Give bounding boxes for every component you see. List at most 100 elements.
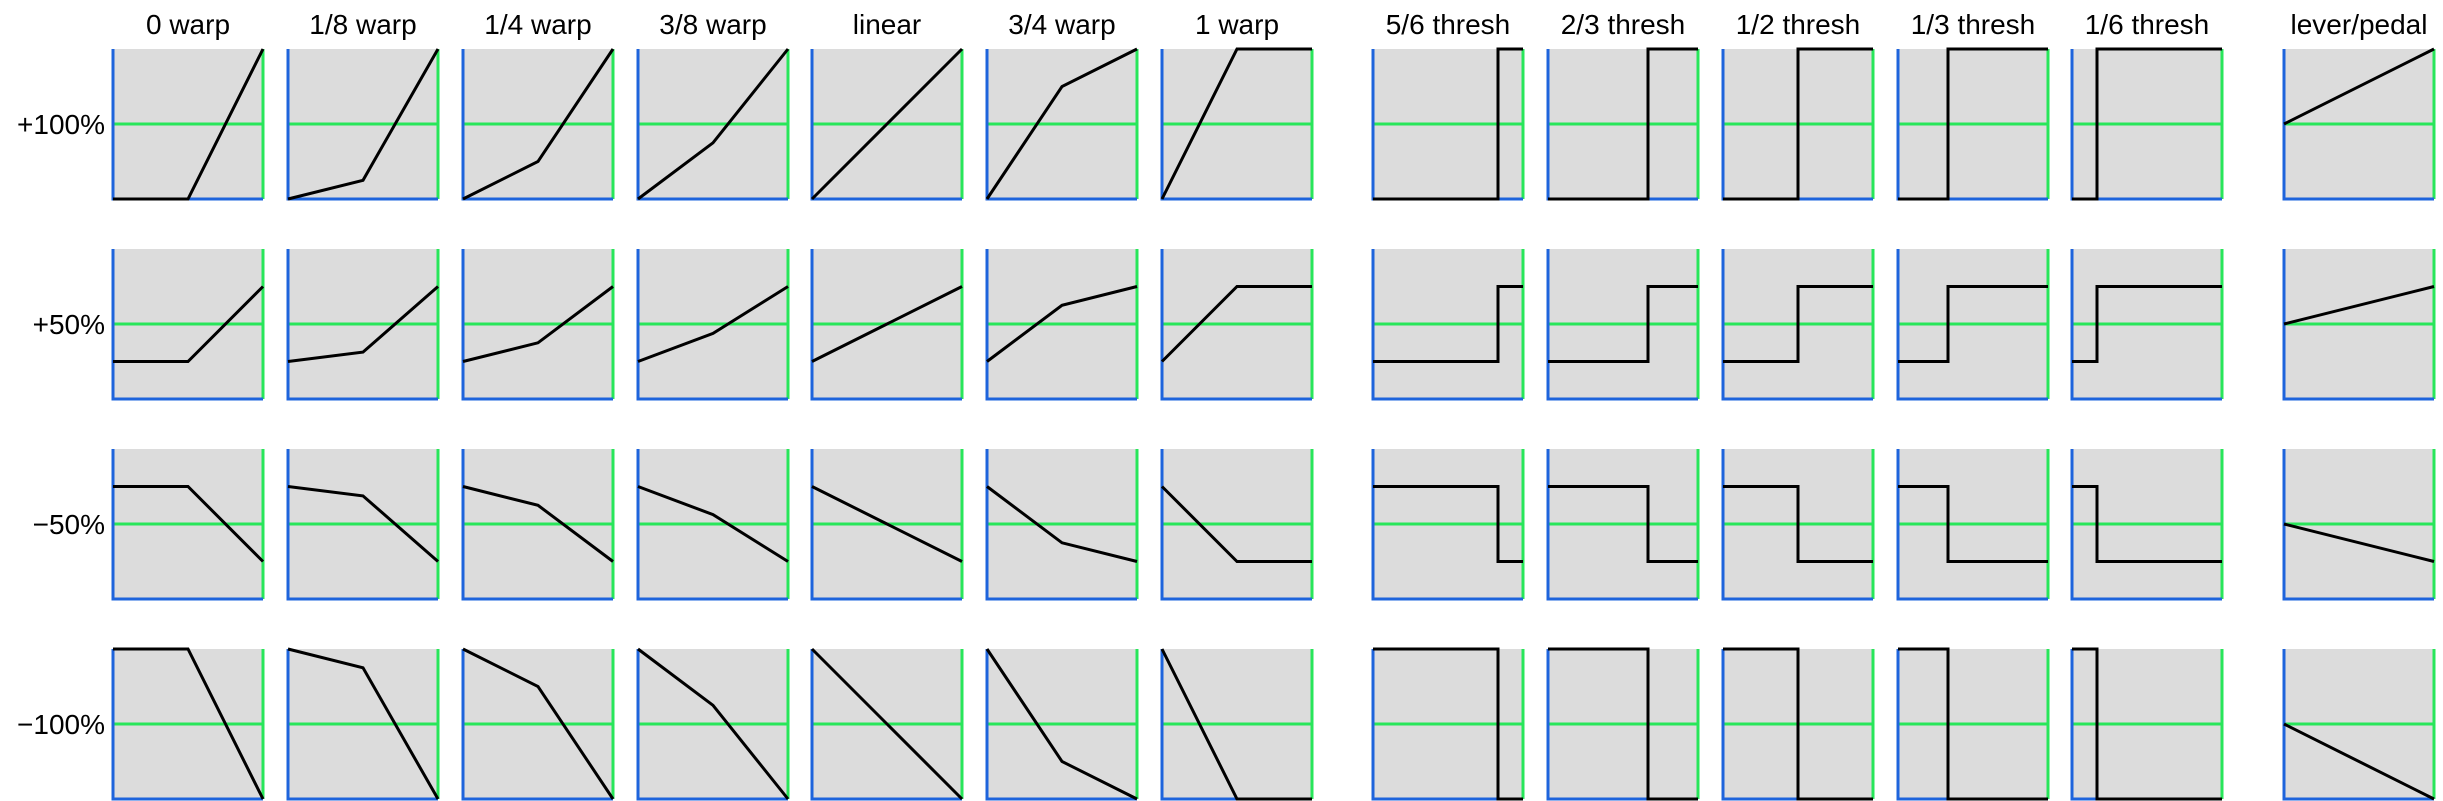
response-curve bbox=[1898, 47, 2048, 201]
response-curve bbox=[462, 647, 615, 800]
curve-panels bbox=[111, 47, 2436, 801]
curve-panel bbox=[1896, 47, 2050, 201]
response-curve bbox=[1548, 647, 1698, 801]
response-curve bbox=[2072, 647, 2222, 801]
row-labels: +100% +50% −50% −100% bbox=[17, 109, 105, 740]
left-bottom-axes bbox=[636, 449, 788, 601]
response-curve bbox=[811, 485, 963, 563]
column-label: 3/4 warp bbox=[1008, 9, 1115, 40]
response-curve bbox=[2072, 47, 2222, 201]
left-bottom-axes bbox=[1546, 249, 1698, 401]
curve-panel bbox=[2282, 249, 2436, 401]
curve-panel bbox=[2282, 449, 2436, 601]
left-bottom-axes bbox=[2070, 249, 2222, 401]
response-curve bbox=[113, 647, 265, 800]
response-curve bbox=[2072, 485, 2222, 563]
left-bottom-axes bbox=[1371, 649, 1523, 801]
curve-panel bbox=[2070, 647, 2224, 801]
left-bottom-axes bbox=[1546, 449, 1698, 601]
response-curve bbox=[1373, 647, 1523, 801]
left-bottom-axes bbox=[286, 249, 438, 401]
row-label: +100% bbox=[17, 109, 105, 140]
left-bottom-axes bbox=[2282, 49, 2434, 201]
column-label: 1/2 thresh bbox=[1736, 9, 1861, 40]
curve-panel bbox=[810, 249, 964, 401]
curve-panel bbox=[286, 449, 440, 601]
response-curve bbox=[1160, 485, 1312, 563]
response-curve bbox=[1548, 285, 1698, 363]
response-curve bbox=[1723, 285, 1873, 363]
left-bottom-axes bbox=[636, 249, 788, 401]
left-bottom-axes bbox=[461, 449, 613, 601]
curve-panel bbox=[1371, 449, 1525, 601]
curve-panel bbox=[1721, 449, 1875, 601]
left-bottom-axes bbox=[1721, 249, 1873, 401]
response-curve bbox=[462, 285, 614, 363]
curve-panel bbox=[1546, 449, 1700, 601]
left-bottom-axes bbox=[810, 649, 962, 801]
curve-panel bbox=[1546, 47, 1700, 201]
column-label: 5/6 thresh bbox=[1386, 9, 1511, 40]
response-curve bbox=[985, 648, 1138, 801]
response-curve bbox=[986, 485, 1138, 563]
column-label: 3/8 warp bbox=[659, 9, 766, 40]
curve-panel bbox=[2070, 449, 2224, 601]
curve-panel bbox=[1160, 47, 1314, 201]
left-bottom-axes bbox=[111, 449, 263, 601]
response-curve bbox=[1723, 647, 1873, 801]
left-bottom-axes bbox=[1160, 249, 1312, 401]
curve-panel bbox=[461, 48, 615, 201]
curve-panel bbox=[286, 647, 440, 801]
curve-panel bbox=[636, 48, 790, 201]
curve-panel bbox=[286, 249, 440, 401]
column-label: 1/8 warp bbox=[309, 9, 416, 40]
column-label: 1/4 warp bbox=[484, 9, 591, 40]
response-curve bbox=[1160, 47, 1312, 200]
response-curve bbox=[810, 47, 964, 201]
response-curve bbox=[1160, 648, 1312, 801]
response-curve bbox=[1548, 485, 1698, 563]
curve-panel bbox=[2282, 649, 2436, 801]
left-bottom-axes bbox=[1896, 249, 2048, 401]
left-bottom-axes bbox=[111, 249, 263, 401]
curve-panel bbox=[810, 647, 964, 801]
left-bottom-axes bbox=[2282, 649, 2434, 801]
left-bottom-axes bbox=[810, 249, 962, 401]
curve-panel bbox=[286, 48, 440, 201]
response-curve bbox=[1160, 285, 1312, 363]
row-label: −100% bbox=[17, 709, 105, 740]
curve-panel bbox=[985, 249, 1139, 401]
curve-panel bbox=[2070, 249, 2224, 401]
curve-panel bbox=[1160, 449, 1314, 601]
response-curve bbox=[287, 285, 439, 363]
column-label: 0 warp bbox=[146, 9, 230, 40]
curve-panel bbox=[111, 249, 265, 401]
response-curve bbox=[985, 47, 1138, 200]
row-label: +50% bbox=[33, 309, 105, 340]
curve-panel bbox=[1160, 249, 1314, 401]
response-curve bbox=[287, 647, 440, 800]
response-curve bbox=[1373, 47, 1523, 201]
curve-panel bbox=[461, 249, 615, 401]
curve-panel bbox=[1721, 47, 1875, 201]
left-bottom-axes bbox=[1160, 449, 1312, 601]
response-curve bbox=[1898, 485, 2048, 563]
column-label: linear bbox=[853, 9, 921, 40]
response-curve bbox=[287, 485, 439, 563]
left-bottom-axes bbox=[1371, 449, 1523, 601]
left-bottom-axes bbox=[1721, 449, 1873, 601]
response-curve bbox=[2283, 47, 2435, 126]
response-curve bbox=[637, 48, 790, 201]
curve-panel bbox=[810, 47, 964, 201]
response-curve bbox=[462, 48, 615, 201]
left-bottom-axes bbox=[810, 449, 962, 601]
left-bottom-axes bbox=[985, 249, 1137, 401]
left-bottom-axes bbox=[636, 649, 788, 801]
curve-panel bbox=[636, 249, 790, 401]
curve-panel bbox=[1371, 647, 1525, 801]
response-curve bbox=[113, 285, 265, 363]
row-label: −50% bbox=[33, 509, 105, 540]
curve-panel bbox=[1721, 249, 1875, 401]
response-curve bbox=[2283, 722, 2435, 801]
left-bottom-axes bbox=[985, 649, 1137, 801]
